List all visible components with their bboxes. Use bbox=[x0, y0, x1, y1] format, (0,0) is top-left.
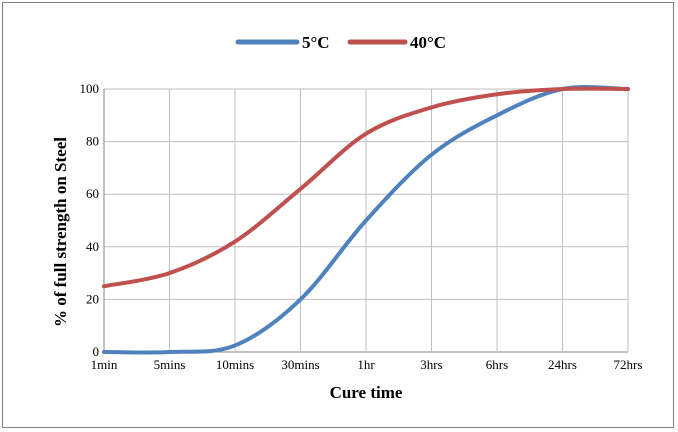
legend-label-40c: 40°C bbox=[410, 33, 446, 52]
y-tick-label: 0 bbox=[93, 344, 100, 359]
x-tick-label: 1min bbox=[91, 357, 118, 372]
series-lines bbox=[102, 85, 630, 355]
y-axis-ticks: 0 20 40 60 80 100 bbox=[80, 81, 100, 359]
y-tick-label: 100 bbox=[80, 81, 100, 96]
x-tick-label: 72hrs bbox=[614, 357, 643, 372]
y-tick-label: 20 bbox=[86, 291, 99, 306]
legend-label-5c: 5°C bbox=[302, 33, 330, 52]
series-line-40c bbox=[102, 86, 630, 289]
x-axis-ticks: 1min 5mins 10mins 30mins 1hr 3hrs 6hrs 24hrs 72h… bbox=[91, 357, 643, 372]
x-tick-label: 30mins bbox=[281, 357, 319, 372]
y-tick-label: 80 bbox=[86, 134, 99, 149]
y-tick-label: 40 bbox=[86, 239, 99, 254]
x-tick-label: 6hrs bbox=[486, 357, 508, 372]
x-tick-label: 3hrs bbox=[420, 357, 442, 372]
x-tick-label: 10mins bbox=[216, 357, 254, 372]
x-axis-title: Cure time bbox=[330, 383, 403, 402]
y-axis-title: % of full strength on Steel bbox=[51, 137, 70, 327]
legend: 5°C 40°C bbox=[235, 33, 446, 52]
x-tick-label: 24hrs bbox=[548, 357, 577, 372]
x-tick-label: 1hr bbox=[357, 357, 375, 372]
series-line-5c bbox=[102, 85, 630, 355]
y-tick-label: 60 bbox=[86, 186, 99, 201]
x-tick-label: 5mins bbox=[154, 357, 186, 372]
